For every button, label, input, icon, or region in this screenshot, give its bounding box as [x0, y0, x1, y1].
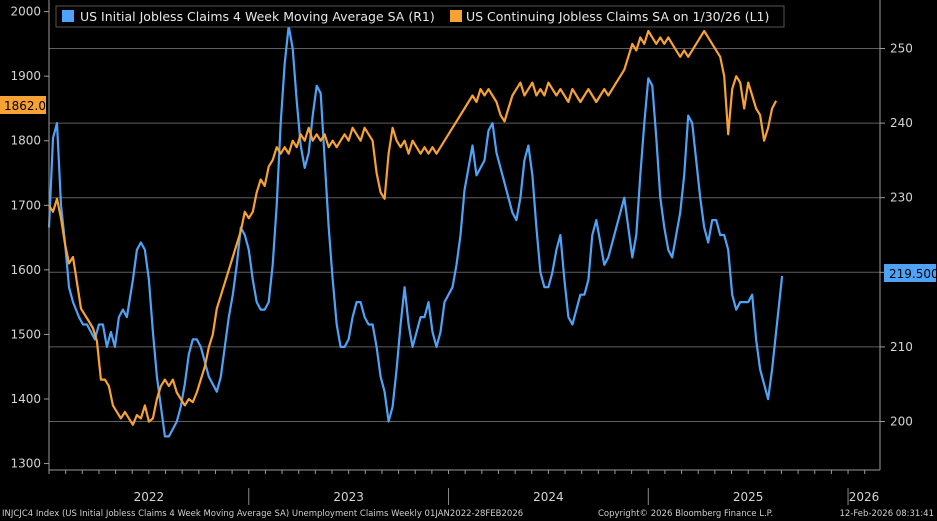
right-tick-label: 230 — [890, 191, 913, 205]
axes — [48, 0, 881, 471]
footer-source: INJCJC4 Index (US Initial Jobless Claims… — [2, 509, 523, 519]
x-tick-label: 2025 — [733, 490, 764, 504]
series-line-continuing-claims — [48, 29, 778, 426]
footer-timestamp: 12-Feb-2026 08:31:41 — [839, 509, 934, 519]
legend-swatch-continuing — [450, 10, 462, 22]
x-tick-label: 2026 — [849, 490, 880, 504]
left-tick-label: 1600 — [10, 263, 41, 277]
legend-label-continuing: US Continuing Jobless Claims SA on 1/30/… — [466, 9, 769, 24]
gridlines — [49, 47, 880, 423]
left-tick-label: 1800 — [10, 134, 41, 148]
series-layer — [47, 25, 784, 438]
footer-copyright: Copyright© 2026 Bloomberg Finance L.P. — [598, 509, 773, 519]
last-value-left-text: 1862.0 — [4, 99, 46, 113]
tick-labels: 2002102202302402501300140015001600170018… — [10, 5, 913, 505]
last-value-right: 219.500 — [884, 264, 937, 282]
last-value-left-badge — [0, 96, 46, 114]
left-tick-label: 1300 — [10, 457, 41, 471]
left-tick-label: 1400 — [10, 392, 41, 406]
right-tick-label: 240 — [890, 116, 913, 130]
legend: US Initial Jobless Claims 4 Week Moving … — [55, 5, 785, 28]
series-line-initial-claims — [47, 25, 784, 438]
x-tick-label: 2024 — [533, 490, 564, 504]
legend-swatch-initial — [62, 10, 74, 22]
x-tick-label: 2023 — [333, 490, 364, 504]
right-tick-label: 200 — [890, 415, 913, 429]
right-tick-label: 210 — [890, 340, 913, 354]
left-tick-label: 1900 — [10, 69, 41, 83]
left-tick-label: 1700 — [10, 198, 41, 212]
legend-box — [55, 5, 785, 28]
right-tick-label: 250 — [890, 41, 913, 55]
last-value-right-text: 219.500 — [889, 267, 937, 281]
x-tick-label: 2022 — [134, 490, 165, 504]
last-value-right-badge — [884, 264, 936, 282]
footer: INJCJC4 Index (US Initial Jobless Claims… — [2, 509, 934, 519]
left-tick-label: 1500 — [10, 327, 41, 341]
legend-label-initial: US Initial Jobless Claims 4 Week Moving … — [80, 9, 435, 24]
last-value-left: 1862.0 — [0, 96, 46, 114]
left-tick-label: 2000 — [10, 5, 41, 19]
